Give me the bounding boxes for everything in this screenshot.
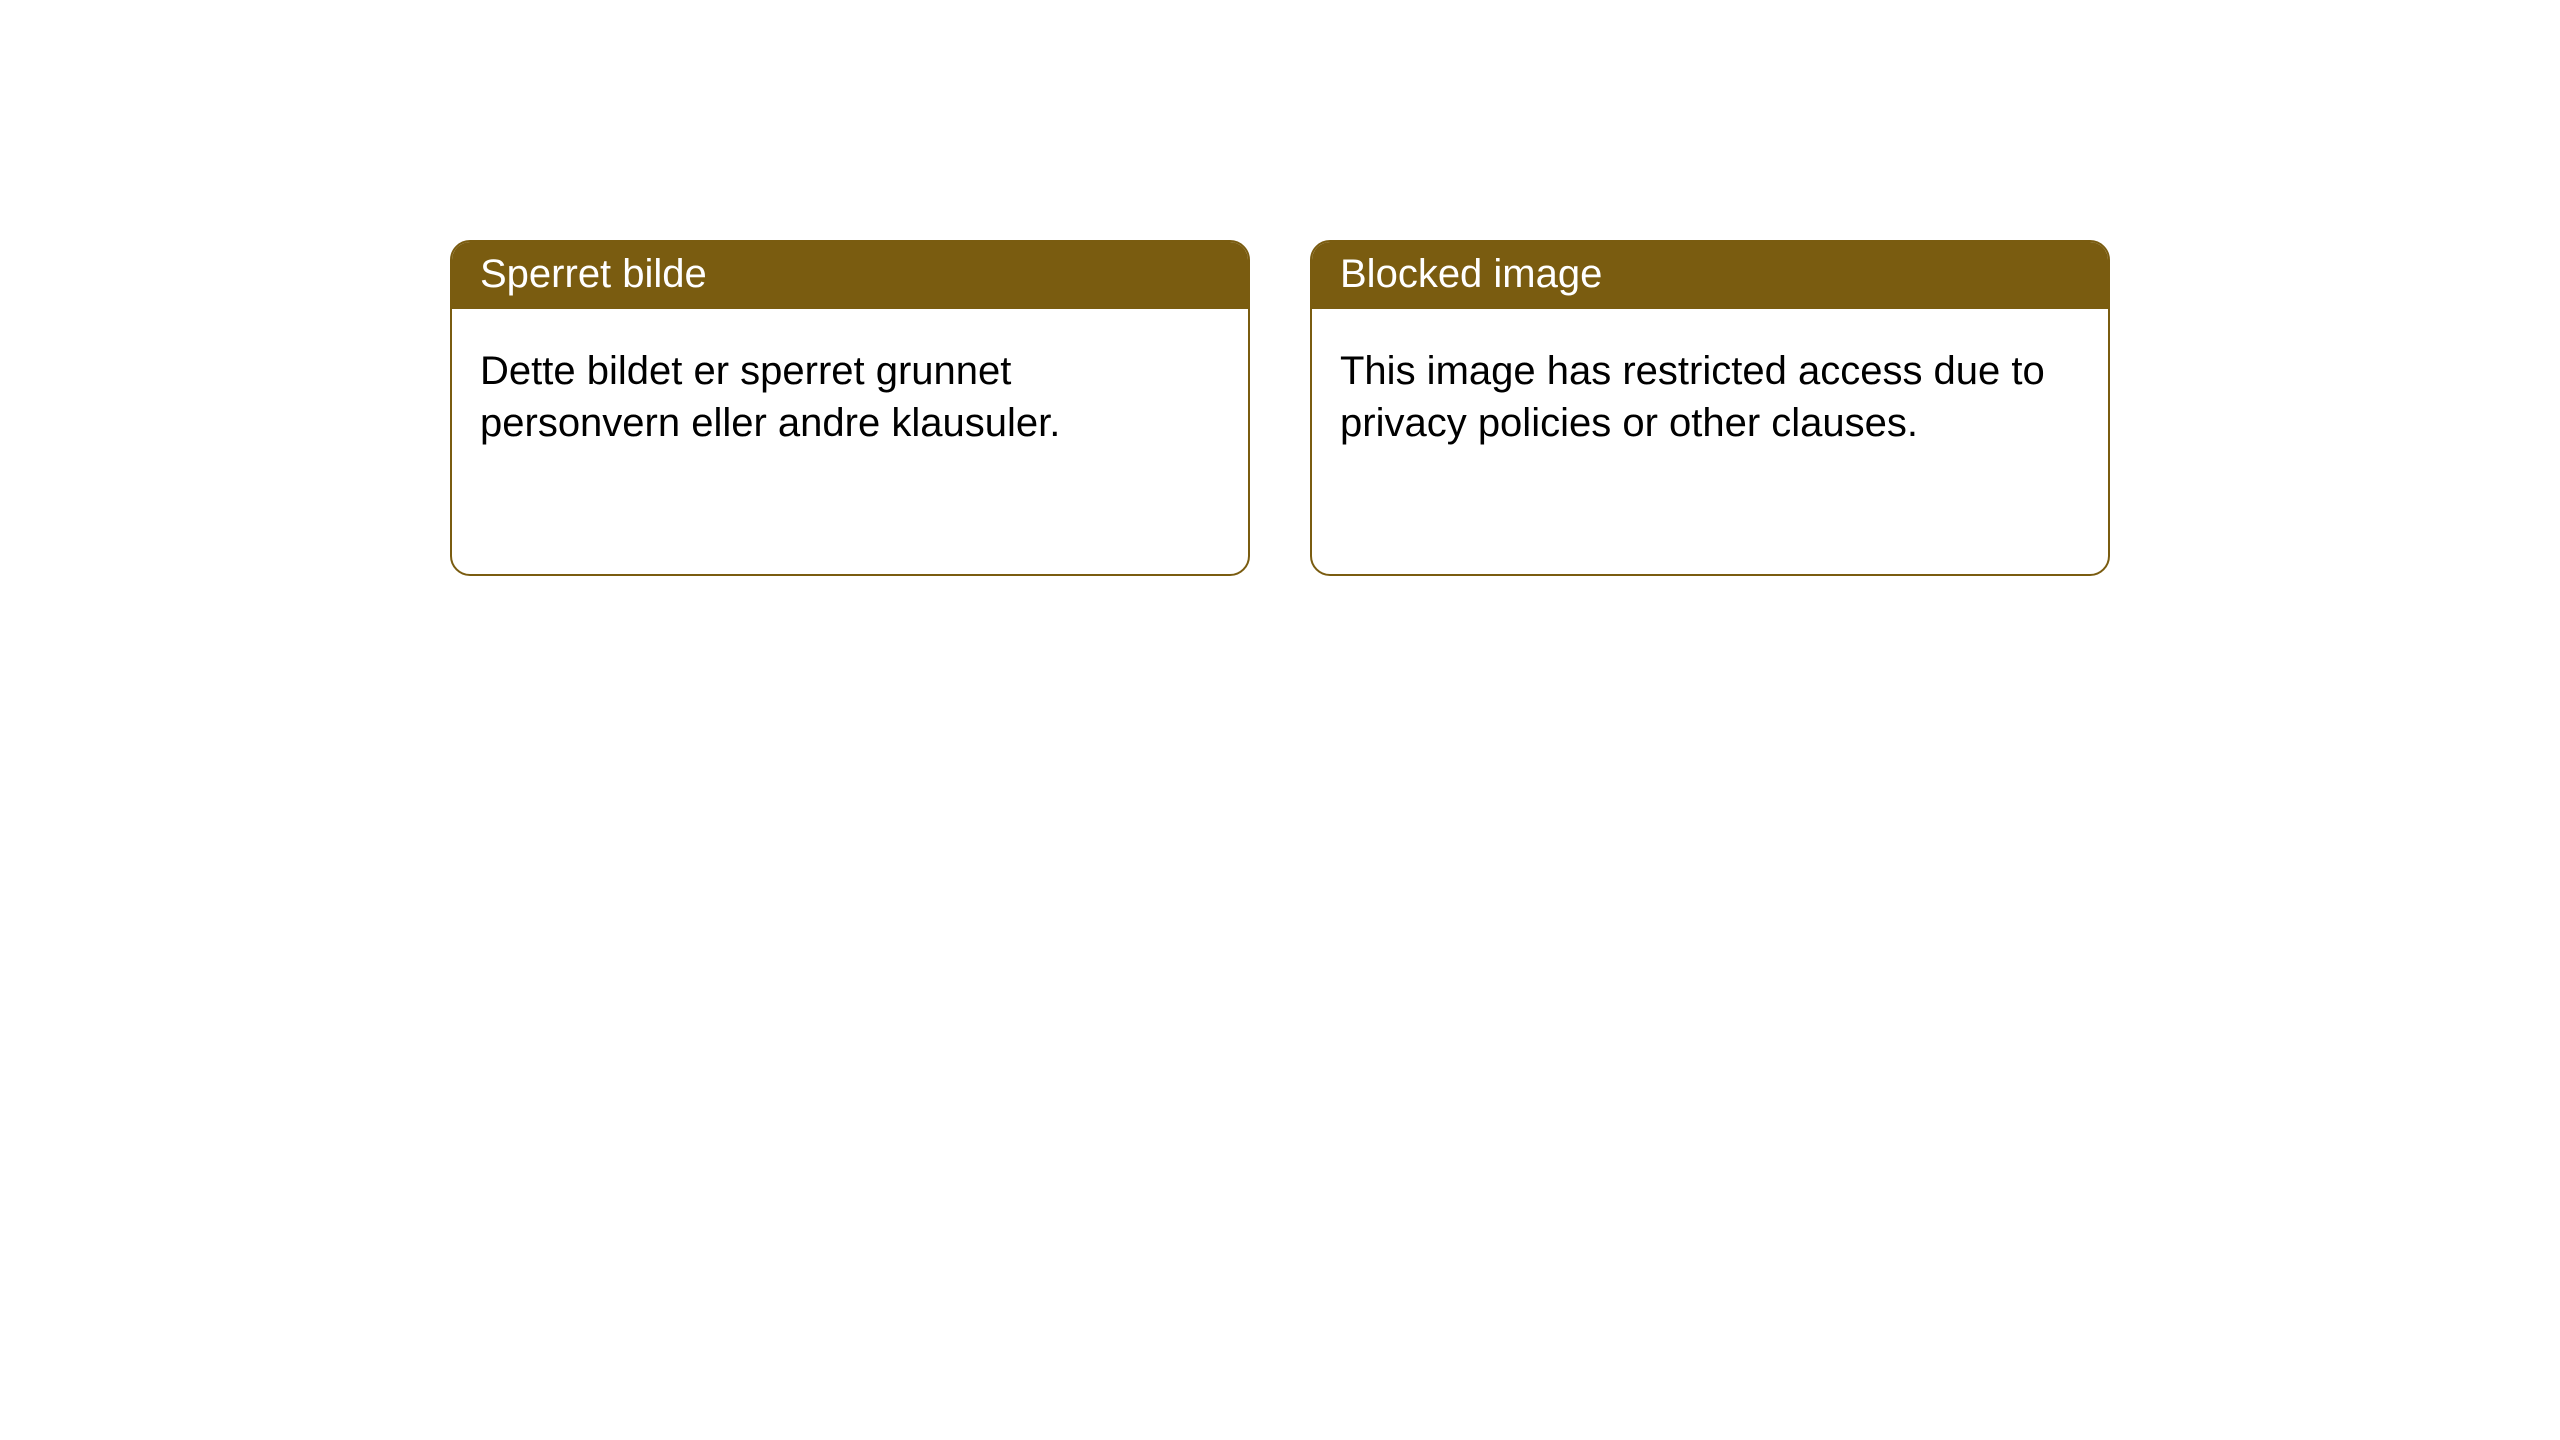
card-message-no: Dette bildet er sperret grunnet personve… xyxy=(480,349,1060,445)
card-header-en: Blocked image xyxy=(1312,242,2108,309)
card-body-no: Dette bildet er sperret grunnet personve… xyxy=(452,309,1248,485)
card-header-no: Sperret bilde xyxy=(452,242,1248,309)
card-message-en: This image has restricted access due to … xyxy=(1340,349,2045,445)
card-title-en: Blocked image xyxy=(1340,252,1602,296)
card-body-en: This image has restricted access due to … xyxy=(1312,309,2108,485)
blocked-image-card-en: Blocked image This image has restricted … xyxy=(1310,240,2110,576)
card-title-no: Sperret bilde xyxy=(480,252,707,296)
cards-container: Sperret bilde Dette bildet er sperret gr… xyxy=(0,0,2560,576)
blocked-image-card-no: Sperret bilde Dette bildet er sperret gr… xyxy=(450,240,1250,576)
